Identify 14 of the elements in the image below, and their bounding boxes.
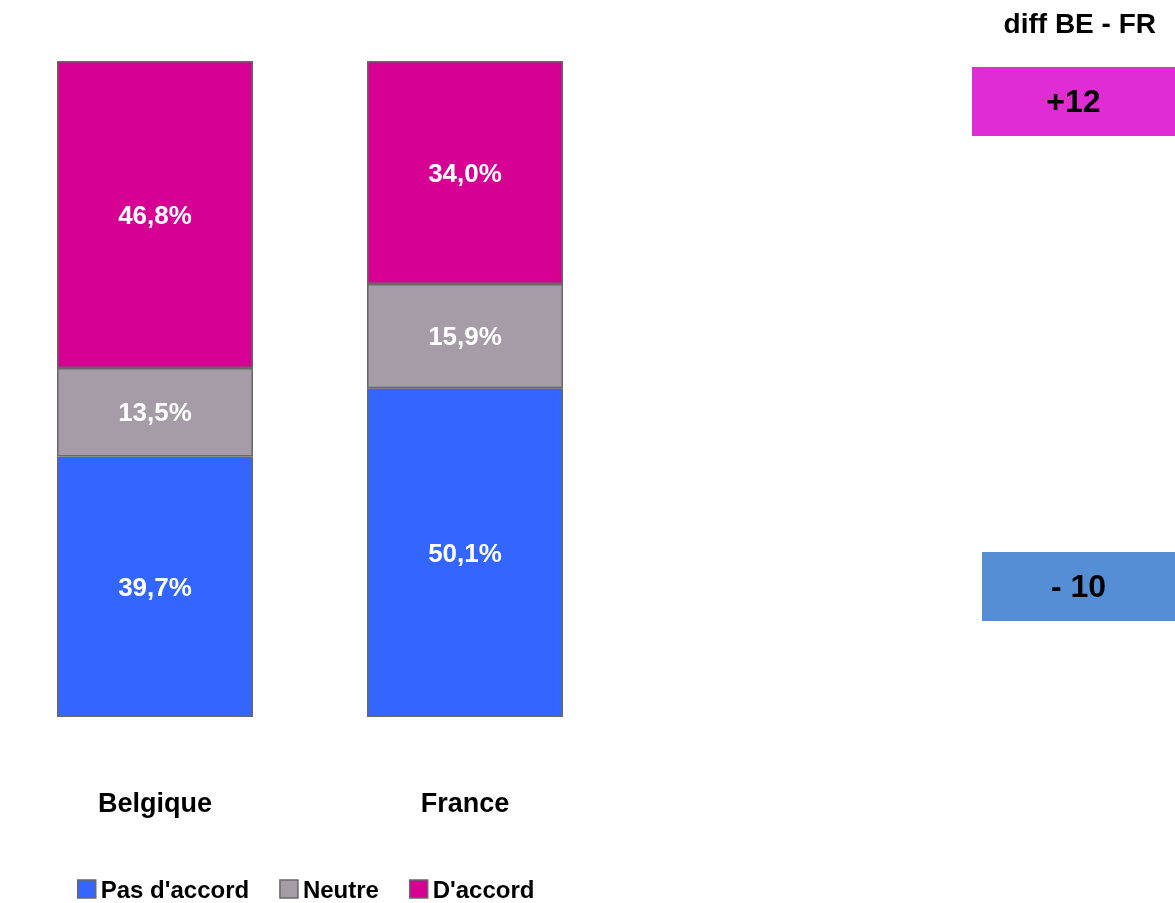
data-label: 15,9% [428, 321, 502, 352]
text: +12 [972, 67, 1175, 136]
text: diff BE - FR [1003, 7, 1157, 39]
data-label: 50,1% [428, 537, 502, 568]
legend-label: Pas d'accord [100, 875, 250, 903]
legend-label: Neutre [302, 875, 379, 903]
data-label: 46,8% [118, 199, 192, 230]
text: - 10 [982, 552, 1175, 621]
x-tick-label: Belgique [97, 787, 213, 818]
data-label: 13,5% [118, 397, 192, 428]
x-tick-label: France [420, 787, 510, 818]
data-label: 39,7% [118, 571, 192, 602]
data-label: 34,0% [428, 157, 502, 188]
legend-label: D'accord [432, 875, 535, 903]
